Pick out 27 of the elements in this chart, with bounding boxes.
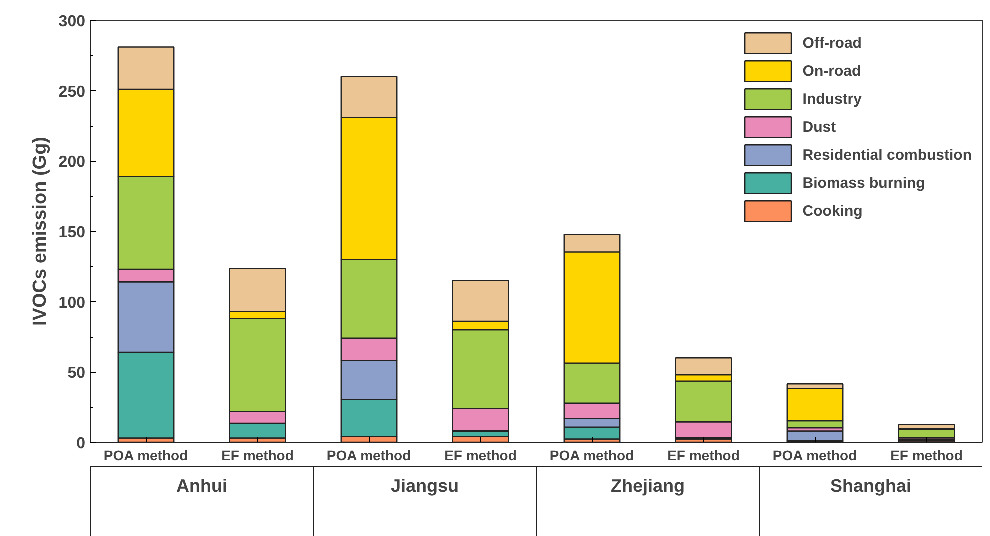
y-tick-label: 300 [58, 14, 86, 30]
legend-label: Dust [802, 118, 836, 136]
legend-label: Industry [802, 90, 862, 108]
legend-label: Biomass burning [802, 174, 926, 192]
legend-label: Residential combustion [802, 146, 972, 164]
y-tick-label: 50 [68, 365, 86, 382]
y-tick-label: 100 [58, 294, 86, 312]
legend-label: Off-road [802, 34, 862, 52]
text: Zhejiang [611, 476, 686, 496]
x-tick-label: POA method [550, 448, 634, 464]
y-tick-label: 0 [76, 436, 86, 452]
x-tick-label: EF method [668, 448, 740, 464]
text: Anhui [176, 476, 228, 496]
x-tick-label: POA method [326, 448, 412, 464]
x-tick-label: POA method [772, 448, 858, 464]
x-tick-label: EF method [890, 448, 963, 464]
legend-label: On-road [802, 62, 862, 80]
y-axis-title: IVOCs emission (Gg) [30, 137, 51, 326]
text: Shanghai [830, 476, 912, 496]
y-tick-label: 150 [58, 224, 86, 242]
y-tick-label: 250 [58, 84, 86, 101]
x-tick-label: POA method [104, 448, 188, 464]
x-tick-label: EF method [222, 448, 294, 464]
legend-label: Cooking [802, 202, 863, 220]
x-tick-label: EF method [444, 448, 517, 464]
y-tick-label: 200 [58, 154, 86, 172]
text: Jiangsu [390, 476, 460, 496]
